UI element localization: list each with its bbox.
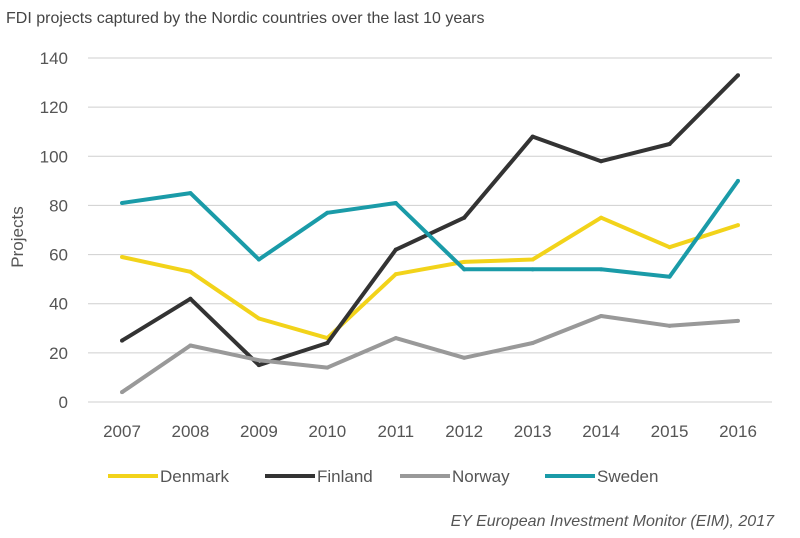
series-line-denmark xyxy=(121,215,739,341)
data-point-norway xyxy=(256,358,261,363)
y-tick-label: 0 xyxy=(59,393,68,412)
data-point-denmark xyxy=(599,215,604,220)
y-tick-label: 140 xyxy=(40,49,68,68)
data-point-finland xyxy=(599,159,604,164)
data-point-denmark xyxy=(393,272,398,277)
legend-label-norway: Norway xyxy=(452,467,510,486)
data-point-norway xyxy=(667,323,672,328)
y-tick-label: 120 xyxy=(40,98,68,117)
data-point-finland xyxy=(393,247,398,252)
data-point-finland xyxy=(530,134,535,139)
data-point-sweden xyxy=(256,257,261,262)
data-point-sweden xyxy=(667,274,672,279)
data-point-sweden xyxy=(462,267,467,272)
source-note: EY European Investment Monitor (EIM), 20… xyxy=(451,513,776,530)
x-tick-label: 2007 xyxy=(103,422,141,441)
y-axis-ticks: 0 20 40 60 80 100 120 140 xyxy=(40,49,68,412)
data-point-norway xyxy=(120,390,124,395)
chart-title: FDI projects captured by the Nordic coun… xyxy=(6,10,484,27)
data-point-denmark xyxy=(256,316,261,321)
y-axis-label: Projects xyxy=(8,206,27,267)
legend: Denmark Finland Norway Sweden xyxy=(108,467,658,486)
data-point-sweden xyxy=(120,200,124,205)
data-point-norway xyxy=(736,318,740,323)
data-point-sweden xyxy=(393,200,398,205)
legend-label-denmark: Denmark xyxy=(160,467,229,486)
data-point-norway xyxy=(393,336,398,341)
data-point-denmark xyxy=(736,223,740,228)
data-point-finland xyxy=(188,296,193,301)
x-tick-label: 2010 xyxy=(308,422,346,441)
data-point-finland xyxy=(120,338,124,343)
y-tick-label: 80 xyxy=(49,196,68,215)
x-axis-ticks: 2007 2008 2009 2010 2011 2012 2013 2014 2015 2016 xyxy=(103,422,757,441)
data-point-finland xyxy=(256,363,261,368)
x-tick-label: 2013 xyxy=(514,422,552,441)
data-point-denmark xyxy=(462,259,467,264)
x-tick-label: 2015 xyxy=(651,422,689,441)
x-tick-label: 2011 xyxy=(377,422,414,441)
y-tick-label: 60 xyxy=(49,246,68,265)
series-line-norway xyxy=(120,314,739,394)
series xyxy=(120,73,740,395)
y-tick-label: 100 xyxy=(40,147,68,166)
x-tick-label: 2012 xyxy=(445,422,483,441)
x-tick-label: 2014 xyxy=(582,422,620,441)
data-point-sweden xyxy=(599,267,604,272)
data-point-sweden xyxy=(530,267,535,272)
data-point-denmark xyxy=(667,245,672,250)
x-tick-label: 2016 xyxy=(719,422,757,441)
data-point-norway xyxy=(462,355,467,360)
series-line-sweden xyxy=(121,179,740,279)
data-point-denmark xyxy=(120,255,124,260)
data-point-finland xyxy=(462,215,467,220)
grid xyxy=(88,57,772,403)
data-point-denmark xyxy=(530,257,535,262)
y-tick-label: 40 xyxy=(49,295,68,314)
data-point-norway xyxy=(530,341,535,346)
y-tick-label: 20 xyxy=(49,344,68,363)
data-point-norway xyxy=(599,314,604,318)
data-point-sweden xyxy=(188,191,193,196)
data-point-finland xyxy=(667,142,672,146)
data-point-finland xyxy=(736,73,740,78)
data-point-denmark xyxy=(188,269,193,274)
data-point-norway xyxy=(325,365,330,370)
data-point-sweden xyxy=(325,210,330,215)
data-point-sweden xyxy=(736,178,740,183)
x-tick-label: 2008 xyxy=(172,422,210,441)
data-point-finland xyxy=(325,341,330,346)
legend-label-sweden: Sweden xyxy=(597,467,658,486)
legend-label-finland: Finland xyxy=(317,467,373,486)
data-point-norway xyxy=(188,343,193,348)
x-tick-label: 2009 xyxy=(240,422,278,441)
